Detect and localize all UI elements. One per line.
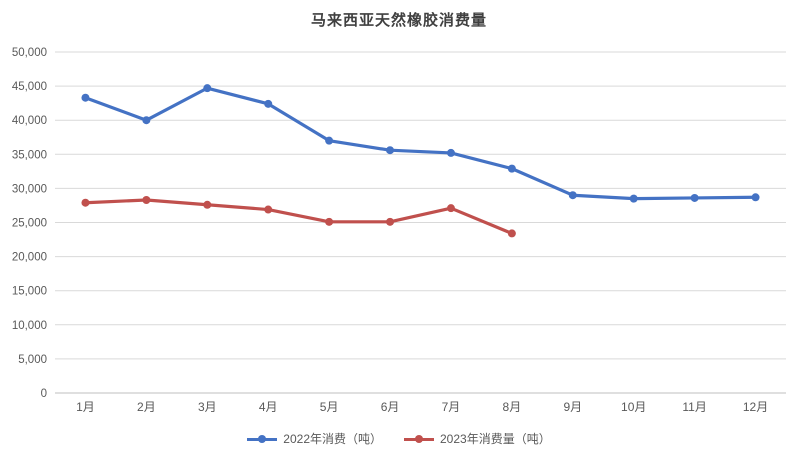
legend-label: 2022年消费（吨） [283, 432, 382, 446]
data-point-marker [325, 136, 334, 145]
x-axis-label: 5月 [320, 400, 339, 414]
y-tick-label: 0 [41, 388, 47, 400]
data-point-marker [142, 195, 151, 204]
x-axis-label: 4月 [259, 400, 278, 414]
y-tick-label: 15,000 [12, 286, 47, 298]
data-point-marker [568, 191, 577, 200]
data-point-marker [264, 205, 273, 214]
x-axis-label: 6月 [381, 400, 400, 414]
chart-legend: 2022年消费（吨） 2023年消费量（吨） [0, 430, 798, 447]
data-point-marker [203, 84, 212, 93]
data-point-marker [507, 229, 516, 238]
y-tick-label: 35,000 [12, 149, 47, 161]
x-axis-label: 12月 [743, 400, 768, 414]
y-tick-label: 40,000 [12, 115, 47, 127]
x-axis-label: 8月 [503, 400, 522, 414]
data-point-marker [81, 93, 90, 102]
x-axis-label: 2月 [137, 400, 156, 414]
data-point-marker [446, 204, 455, 213]
y-tick-label: 25,000 [12, 218, 47, 230]
data-point-marker [629, 194, 638, 203]
data-point-marker [81, 198, 90, 207]
legend-item-0: 2022年消费（吨） [247, 430, 382, 447]
data-point-marker [386, 217, 395, 226]
x-axis-label: 10月 [621, 400, 646, 414]
data-point-marker [325, 217, 334, 226]
x-axis-label: 7月 [442, 400, 461, 414]
series-line-1 [83, 198, 514, 236]
data-point-marker [507, 164, 516, 173]
x-axis-label: 1月 [76, 400, 95, 414]
legend-line-marker-icon [247, 434, 278, 443]
data-point-marker [142, 116, 151, 125]
data-point-marker [751, 193, 760, 202]
x-axis-label: 11月 [682, 400, 706, 414]
y-tick-label: 5,000 [18, 354, 47, 366]
legend-line-marker-icon [404, 434, 434, 443]
legend-label: 2023年消费量（吨） [440, 432, 551, 446]
x-axis-label: 3月 [198, 400, 217, 414]
y-tick-label: 30,000 [12, 183, 47, 195]
series-line-0 [83, 86, 758, 201]
data-point-marker [264, 99, 273, 108]
chart-title: 马来西亚天然橡胶消费量 [310, 12, 487, 29]
y-tick-label: 10,000 [12, 320, 47, 332]
legend-item-1: 2023年消费量（吨） [404, 430, 551, 447]
data-point-marker [446, 148, 455, 157]
data-point-marker [203, 200, 212, 209]
data-point-marker [690, 193, 699, 202]
y-tick-label: 20,000 [12, 252, 47, 264]
y-tick-label: 50,000 [12, 47, 47, 59]
data-point-marker [386, 146, 395, 155]
y-tick-label: 45,000 [12, 81, 47, 93]
x-axis-label: 9月 [563, 400, 582, 414]
